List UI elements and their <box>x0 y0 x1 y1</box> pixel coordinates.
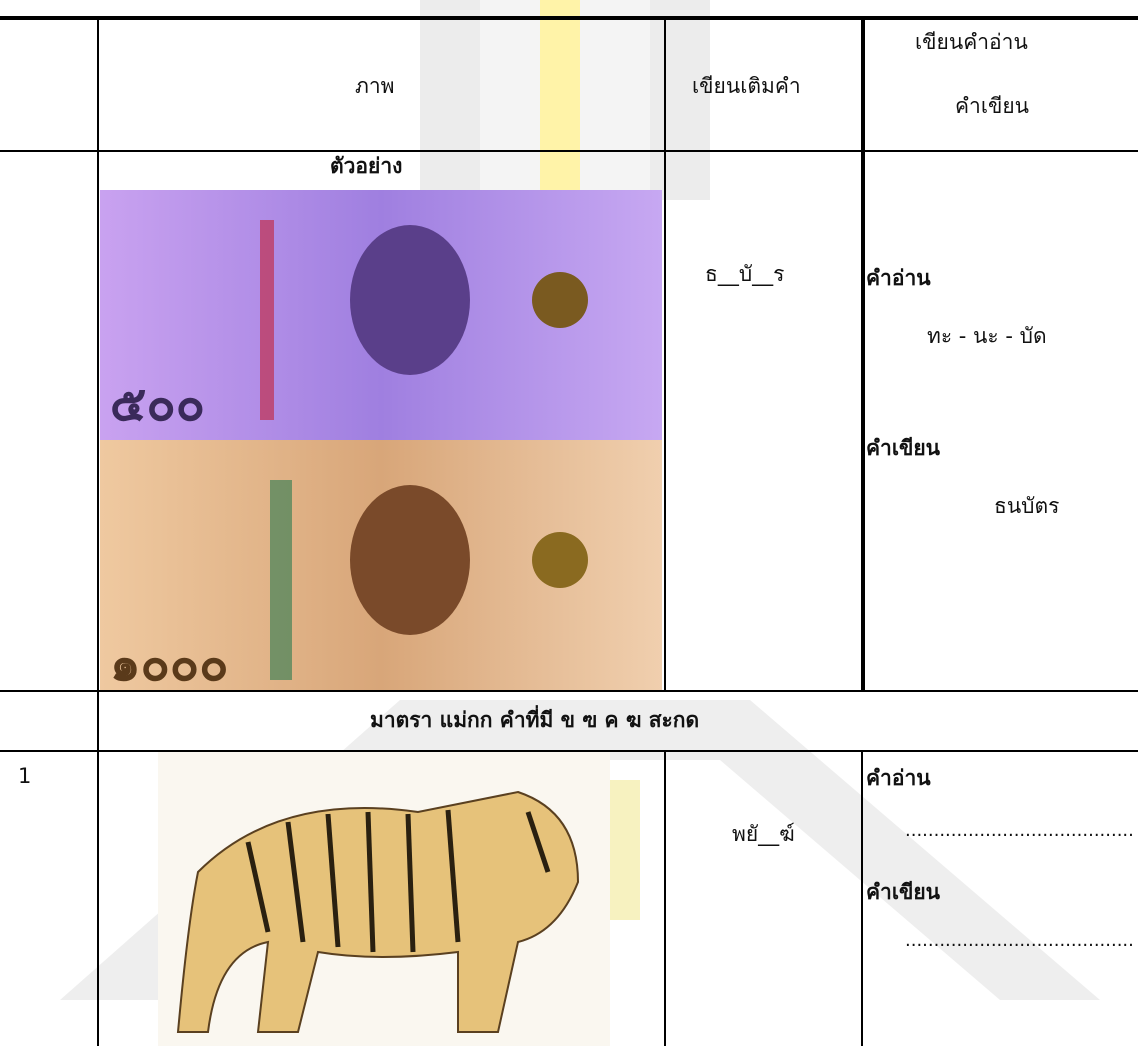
reading-blank: ........................................ <box>905 820 1134 841</box>
writing-blank: ........................................ <box>905 930 1134 951</box>
tiger-image <box>158 752 610 1046</box>
header: คำเขียน <box>955 94 1030 118</box>
header: เขียนเติมคำ <box>692 74 801 98</box>
svg-text:๕๐๐: ๕๐๐ <box>110 376 205 432</box>
reading-label: คำอ่าน <box>866 266 931 290</box>
reading-label: คำอ่าน <box>866 766 931 790</box>
rule <box>97 18 99 1046</box>
rule <box>664 750 666 1046</box>
writing-label: คำเขียน <box>866 880 941 904</box>
reading: ทะ - นะ - บัด <box>927 324 1047 348</box>
rule <box>861 18 865 690</box>
rule <box>861 750 863 1046</box>
section-title: มาตรา แม่กก คำที่มี ข ฃ ค ฆ สะกด <box>370 708 700 732</box>
header: ภาพ <box>355 74 395 98</box>
example-label: ตัวอย่าง <box>330 154 403 178</box>
svg-text:๑๐๐๐: ๑๐๐๐ <box>110 636 228 690</box>
banknotes-image: ๕๐๐ ๑๐๐๐ <box>100 190 662 690</box>
row-number: 1 <box>18 764 32 788</box>
rule <box>0 16 1138 20</box>
fill-word: ธ__บั__ร <box>705 262 785 286</box>
rule <box>0 750 1138 752</box>
rule <box>0 690 1138 692</box>
writing-label: คำเขียน <box>866 436 941 460</box>
rule <box>664 18 666 690</box>
writing: ธนบัตร <box>994 494 1060 518</box>
fill-word: พยั__ฆ์ <box>732 822 795 846</box>
rule <box>0 150 1138 152</box>
header: เขียนคำอ่าน <box>915 30 1028 54</box>
